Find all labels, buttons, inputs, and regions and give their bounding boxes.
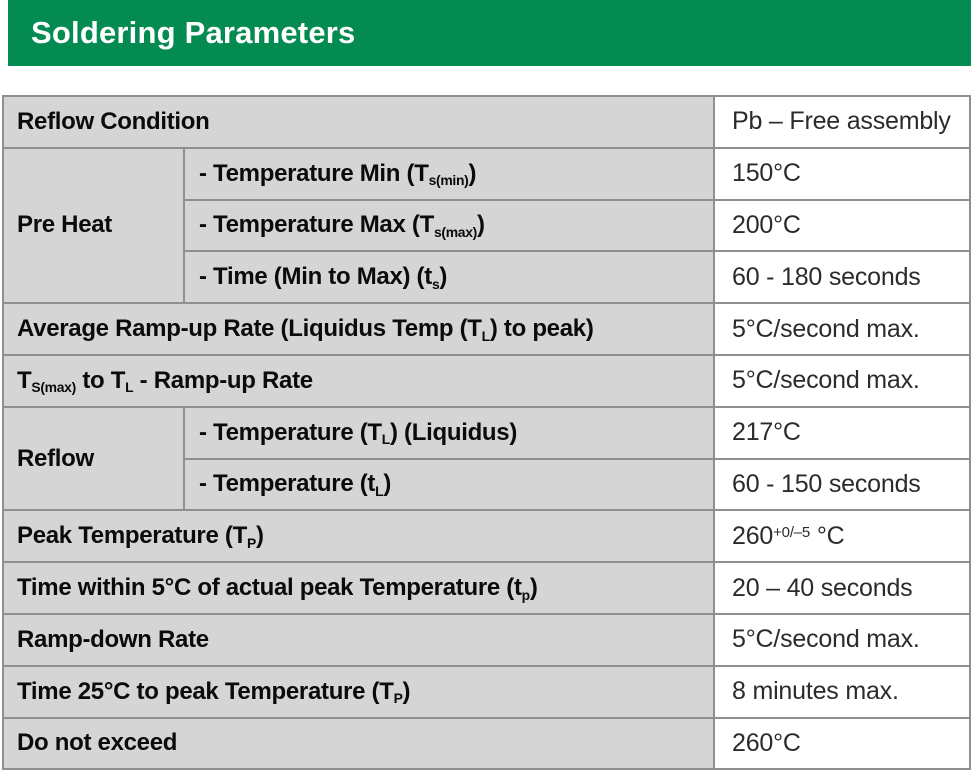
param-label-text: Do not exceed: [17, 729, 178, 757]
param-label: - Temperature (TL) (Liquidus): [183, 405, 715, 460]
param-label-text: T: [17, 366, 32, 394]
param-value: 5°C/second max.: [713, 302, 971, 356]
param-label-text: - Temperature Min (T: [199, 159, 429, 187]
table-row-2: Pre Heat - Temperature Min (Ts(min)) 150°C: [2, 146, 971, 305]
param-value-text: 260: [732, 521, 774, 550]
param-label-text: Ramp-down Rate: [17, 625, 209, 653]
param-label-sub: P: [393, 690, 403, 707]
param-label-sub: L: [125, 379, 134, 396]
param-label: Average Ramp-up Rate (Liquidus Temp (TL)…: [2, 302, 715, 356]
table-row-4: - Time (Min to Max) (ts) 60 - 180 seconds: [3, 250, 971, 305]
param-value-text: °C: [810, 521, 845, 550]
table-row-11: Ramp-down Rate 5°C/second max.: [2, 612, 971, 667]
param-label-text: ): [529, 574, 538, 602]
param-label: Time 25°C to peak Temperature (TP): [2, 664, 715, 719]
table-row-3: - Temperature Max (Ts(max)) 200°C: [3, 198, 971, 253]
param-label-text: ): [476, 211, 485, 239]
param-value-sup: +0/–5: [773, 524, 811, 542]
param-value: 5°C/second max.: [713, 353, 971, 408]
param-value: 260+0/–5 °C: [713, 509, 971, 564]
param-value: 20 – 40 seconds: [713, 561, 971, 615]
param-value: 150°C: [713, 146, 971, 201]
param-value: 217°C: [713, 405, 971, 460]
table-row-5: Average Ramp-up Rate (Liquidus Temp (TL)…: [2, 302, 971, 356]
param-label: - Temperature Min (Ts(min)): [183, 146, 715, 201]
param-value: 200°C: [713, 198, 971, 253]
param-label-sub: L: [381, 431, 391, 448]
param-label-text: ) to peak): [489, 315, 594, 343]
table-row-12: Time 25°C to peak Temperature (TP) 8 minu…: [2, 664, 971, 719]
param-label-text: ): [439, 263, 448, 291]
param-label: Ramp-down Rate: [2, 612, 715, 667]
param-value: 8 minutes max.: [713, 664, 971, 719]
param-label-text: Reflow Condition: [17, 107, 210, 135]
param-label-sub: s: [431, 275, 440, 292]
param-value: 260°C: [713, 716, 971, 770]
param-label: Peak Temperature (TP): [2, 509, 715, 564]
param-label-text: ) (Liquidus): [390, 418, 518, 446]
table-row-9: Peak Temperature (TP) 260+0/–5 °C: [2, 509, 971, 564]
param-label: Time within 5°C of actual peak Temperatu…: [2, 561, 715, 615]
param-label-text: ): [255, 522, 264, 550]
table-row-10: Time within 5°C of actual peak Temperatu…: [2, 561, 971, 615]
param-label-text: - Temperature Max (T: [199, 211, 434, 239]
title-bar: Soldering Parameters: [8, 0, 971, 66]
param-label-sub: L: [481, 327, 491, 344]
param-label-text: - Ramp-up Rate: [133, 366, 313, 394]
param-value: 5°C/second max.: [713, 612, 971, 667]
param-label-text: to T: [75, 366, 126, 394]
table-row-6: TS(max) to TL - Ramp-up Rate 5°C/second m…: [2, 353, 971, 408]
param-value-text: 260°C: [732, 728, 801, 757]
param-value-text: 60 - 180 seconds: [732, 262, 921, 291]
param-label-text: Time 25°C to peak Temperature (T: [17, 677, 394, 705]
table-row-7: Reflow - Temperature (TL) (Liquidus) 217°C: [2, 405, 971, 512]
param-label: TS(max) to TL - Ramp-up Rate: [2, 353, 715, 408]
group-label: Pre Heat: [2, 146, 185, 305]
param-label: Do not exceed: [2, 716, 715, 770]
param-label-text: - Temperature (T: [199, 418, 382, 446]
param-label: Reflow Condition: [2, 95, 715, 149]
param-value-text: 200°C: [732, 210, 801, 239]
param-value-text: 5°C/second max.: [732, 625, 920, 654]
table-row-8: - Temperature (tL) 60 - 150 seconds: [3, 457, 971, 512]
param-value-text: Pb – Free assembly: [732, 107, 951, 136]
param-label-sub: s(max): [433, 224, 477, 241]
param-label-text: - Time (Min to Max) (t: [199, 263, 432, 291]
page-title: Soldering Parameters: [31, 15, 356, 50]
param-label-text: Average Ramp-up Rate (Liquidus Temp (T: [17, 315, 482, 343]
param-label-text: ): [383, 470, 392, 498]
param-label-sub: P: [246, 534, 256, 551]
param-value-text: 217°C: [732, 418, 801, 447]
group-label: Reflow: [2, 405, 185, 512]
param-value-text: 150°C: [732, 159, 801, 188]
param-value: 60 - 150 seconds: [713, 457, 971, 512]
param-label-sub: p: [521, 586, 531, 603]
param-value-text: 5°C/second max.: [732, 366, 920, 395]
param-label: - Time (Min to Max) (ts): [183, 250, 715, 305]
table-body: Reflow Condition Pb – Free assembly Pre He…: [2, 95, 971, 770]
param-label-text: - Temperature (t: [199, 470, 376, 498]
param-label-text: Peak Temperature (T: [17, 522, 247, 550]
param-label: - Temperature (tL): [183, 457, 715, 512]
param-value-text: 5°C/second max.: [732, 314, 920, 343]
table-row-13: Do not exceed 260°C: [2, 716, 971, 770]
soldering-parameters-table: Reflow Condition Pb – Free assembly Pre He…: [2, 95, 971, 770]
param-label-text: ): [468, 159, 477, 187]
param-value: 60 - 180 seconds: [713, 250, 971, 305]
param-label-text: Time within 5°C of actual peak Temperatu…: [17, 574, 522, 602]
param-value-text: 20 – 40 seconds: [732, 573, 913, 602]
param-label: - Temperature Max (Ts(max)): [183, 198, 715, 253]
param-label-sub: L: [375, 483, 384, 500]
param-value-text: 60 - 150 seconds: [732, 469, 921, 498]
param-label-sub: S(max): [31, 379, 76, 396]
param-label-sub: s(min): [428, 172, 469, 189]
table-row-1: Reflow Condition Pb – Free assembly: [2, 95, 971, 149]
param-label-text: ): [402, 677, 411, 705]
param-value-text: 8 minutes max.: [732, 677, 899, 706]
param-value: Pb – Free assembly: [713, 95, 971, 149]
